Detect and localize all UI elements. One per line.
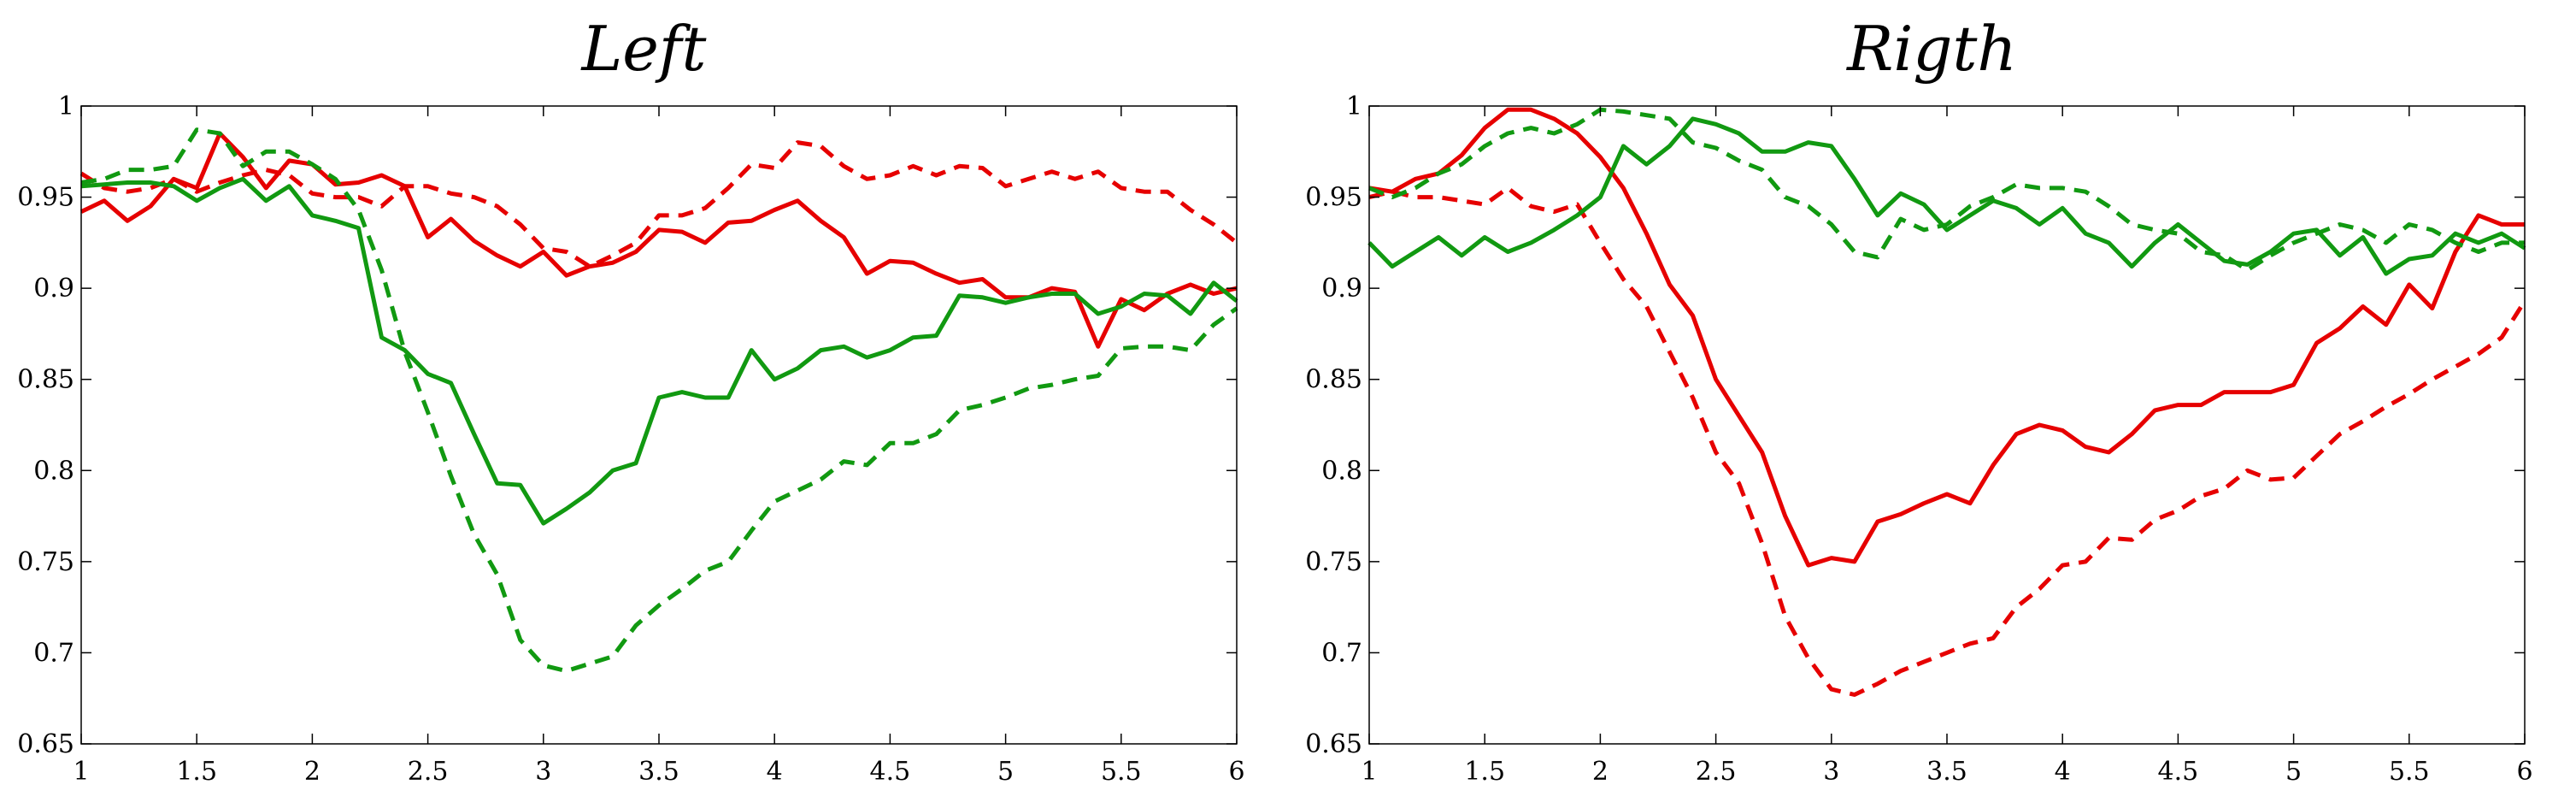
right-chart-panel: Rigth 1 1.5 2 2.5 3 3.5 4 4.5 5 5.5 6 0.65 0.7 0.75 0.… (1288, 0, 2576, 808)
x-tick-label: 4.5 (2158, 757, 2199, 787)
x-tick-label: 1 (73, 757, 89, 787)
y-tick-label: 0.85 (17, 365, 74, 395)
x-tick-label: 2 (1592, 757, 1609, 787)
series-line-4 (80, 127, 1238, 674)
y-tick-label: 0.9 (1321, 274, 1362, 304)
x-tick-label: 1.5 (176, 757, 217, 787)
y-tick-label: 0.8 (33, 456, 74, 486)
y-tick-label: 0.9 (33, 274, 74, 304)
x-tick-label: 3.5 (638, 757, 679, 787)
series-line-3 (1367, 116, 2526, 276)
y-tick-label: 0.7 (1321, 638, 1362, 668)
series-line-1 (79, 131, 1238, 349)
left-chart-plot: 1 1.5 2 2.5 3 3.5 4 4.5 5 5.5 6 0.65 0.7 0.75 0.8 0.85 0… (17, 91, 1244, 787)
x-tick-label: 5.5 (2389, 757, 2430, 787)
y-tick-label: 1 (1346, 91, 1362, 121)
x-tick-label: 2 (304, 757, 321, 787)
y-tick-label: 1 (58, 91, 74, 121)
series-line-2 (79, 140, 1238, 269)
x-tick-label: 4 (767, 757, 783, 787)
plot-frame (1368, 105, 2526, 745)
x-tick-label: 3.5 (1926, 757, 1967, 787)
right-chart-plot: 1 1.5 2 2.5 3 3.5 4 4.5 5 5.5 6 0.65 0.7 0.75 0.8 0.85 0… (1305, 91, 2532, 787)
series-line-2 (1368, 186, 2527, 697)
x-tick-label: 1.5 (1464, 757, 1505, 787)
left-chart-panel: Left 1 1.5 2 2.5 3 3.5 4 4.5 5 5.5 6 0.65 0.7 0.75 0.8… (17, 13, 1244, 787)
x-tick-label: 6 (2516, 757, 2532, 787)
plot-frame (80, 105, 1238, 745)
y-tick-label: 0.7 (33, 638, 74, 668)
right-chart-title: Rigth (1847, 13, 2017, 85)
x-tick-label: 4 (2055, 757, 2071, 787)
series-line-1 (1368, 107, 2525, 568)
y-tick-label: 0.65 (1305, 729, 1362, 759)
x-tick-label: 5.5 (1101, 757, 1142, 787)
y-tick-label: 0.95 (17, 183, 74, 213)
x-tick-label: 2.5 (1696, 757, 1737, 787)
series-line-3 (80, 176, 1238, 526)
y-tick-label: 0.75 (1305, 547, 1362, 577)
y-tick-label: 0.95 (1305, 183, 1362, 213)
x-tick-label: 1 (1361, 757, 1377, 787)
x-tick-label: 3 (1823, 757, 1839, 787)
y-tick-label: 0.85 (1305, 365, 1362, 395)
x-tick-label: 4.5 (870, 757, 911, 787)
x-tick-label: 6 (1228, 757, 1244, 787)
y-tick-label: 0.65 (17, 729, 74, 759)
series-line-4 (1368, 107, 2525, 273)
left-chart-title: Left (581, 13, 707, 85)
x-tick-label: 5 (997, 757, 1014, 787)
x-tick-label: 5 (2285, 757, 2302, 787)
y-tick-label: 0.75 (17, 547, 74, 577)
x-tick-label: 3 (535, 757, 551, 787)
y-tick-label: 0.8 (1321, 456, 1362, 486)
x-tick-label: 2.5 (408, 757, 449, 787)
